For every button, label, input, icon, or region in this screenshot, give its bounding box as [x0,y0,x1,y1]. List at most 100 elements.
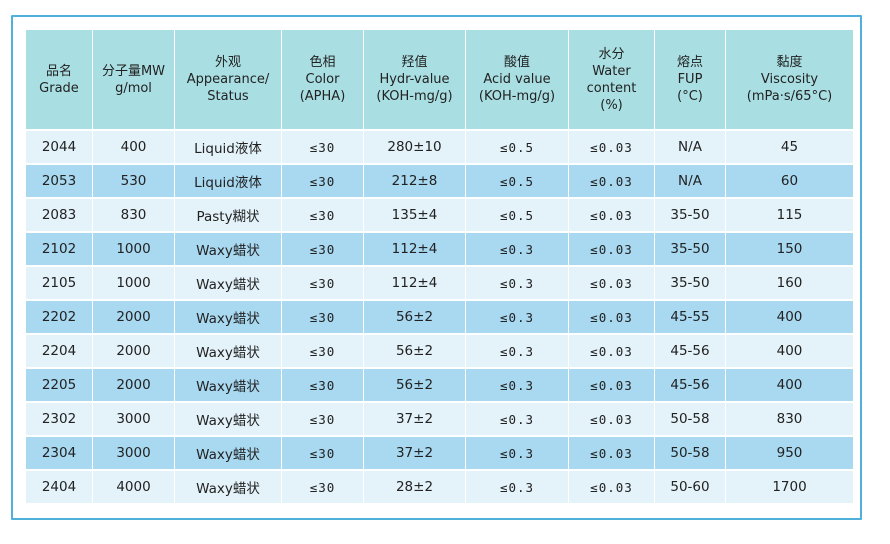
cell-molecular-weight: 2000 [93,301,175,335]
cell-appearance: Liquid液体 [175,165,282,199]
cell-appearance: Pasty糊状 [175,199,282,233]
cell-appearance: Waxy蜡状 [175,403,282,437]
cell-water-content: ≤0.03 [569,199,655,233]
cell-molecular-weight: 400 [93,131,175,165]
cell-grade: 2083 [26,199,93,233]
cell-appearance: Waxy蜡状 [175,301,282,335]
cell-melting-point: 35-50 [655,199,726,233]
cell-water-content: ≤0.03 [569,369,655,403]
cell-water-content: ≤0.03 [569,437,655,471]
cell-grade: 2053 [26,165,93,199]
cell-water-content: ≤0.03 [569,131,655,165]
table-row: 2205 2000 Waxy蜡状 ≤30 56±2 ≤0.3 ≤0.03 45-… [26,369,853,403]
table-row: 2204 2000 Waxy蜡状 ≤30 56±2 ≤0.3 ≤0.03 45-… [26,335,853,369]
column-header-grade: 品名 Grade [26,30,93,131]
cell-hydroxyl-value: 37±2 [364,403,466,437]
cell-color: ≤30 [282,301,364,335]
table-row: 2304 3000 Waxy蜡状 ≤30 37±2 ≤0.3 ≤0.03 50-… [26,437,853,471]
cell-acid-value: ≤0.3 [466,233,569,267]
cell-water-content: ≤0.03 [569,165,655,199]
cell-viscosity: 115 [726,199,853,233]
cell-color: ≤30 [282,267,364,301]
cell-acid-value: ≤0.3 [466,335,569,369]
cell-grade: 2105 [26,267,93,301]
cell-grade: 2302 [26,403,93,437]
table-row: 2083 830 Pasty糊状 ≤30 135±4 ≤0.5 ≤0.03 35… [26,199,853,233]
cell-molecular-weight: 2000 [93,369,175,403]
cell-hydroxyl-value: 212±8 [364,165,466,199]
cell-melting-point: N/A [655,165,726,199]
cell-color: ≤30 [282,165,364,199]
cell-melting-point: 35-50 [655,233,726,267]
cell-appearance: Waxy蜡状 [175,233,282,267]
cell-viscosity: 60 [726,165,853,199]
cell-acid-value: ≤0.5 [466,199,569,233]
cell-viscosity: 400 [726,369,853,403]
cell-color: ≤30 [282,335,364,369]
cell-grade: 2204 [26,335,93,369]
cell-hydroxyl-value: 56±2 [364,369,466,403]
cell-grade: 2304 [26,437,93,471]
cell-water-content: ≤0.03 [569,233,655,267]
cell-viscosity: 1700 [726,471,853,505]
cell-grade: 2102 [26,233,93,267]
cell-molecular-weight: 1000 [93,267,175,301]
cell-melting-point: 50-60 [655,471,726,505]
cell-melting-point: N/A [655,131,726,165]
cell-grade: 2044 [26,131,93,165]
table-row: 2102 1000 Waxy蜡状 ≤30 112±4 ≤0.3 ≤0.03 35… [26,233,853,267]
cell-grade: 2202 [26,301,93,335]
column-header-water-content: 水分 Water content (%) [569,30,655,131]
cell-appearance: Waxy蜡状 [175,471,282,505]
header-row: 品名 Grade 分子量MW g/mol 外观 Appearance/ Stat… [26,30,853,131]
cell-viscosity: 400 [726,301,853,335]
cell-viscosity: 830 [726,403,853,437]
cell-molecular-weight: 3000 [93,437,175,471]
cell-hydroxyl-value: 28±2 [364,471,466,505]
column-header-molecular-weight: 分子量MW g/mol [93,30,175,131]
cell-hydroxyl-value: 112±4 [364,267,466,301]
cell-acid-value: ≤0.3 [466,301,569,335]
column-header-appearance: 外观 Appearance/ Status [175,30,282,131]
table-row: 2404 4000 Waxy蜡状 ≤30 28±2 ≤0.3 ≤0.03 50-… [26,471,853,505]
cell-acid-value: ≤0.3 [466,267,569,301]
cell-hydroxyl-value: 135±4 [364,199,466,233]
cell-water-content: ≤0.03 [569,301,655,335]
cell-color: ≤30 [282,131,364,165]
cell-water-content: ≤0.03 [569,335,655,369]
cell-hydroxyl-value: 37±2 [364,437,466,471]
cell-hydroxyl-value: 112±4 [364,233,466,267]
cell-melting-point: 45-55 [655,301,726,335]
cell-molecular-weight: 3000 [93,403,175,437]
cell-molecular-weight: 530 [93,165,175,199]
cell-water-content: ≤0.03 [569,403,655,437]
cell-molecular-weight: 1000 [93,233,175,267]
cell-viscosity: 45 [726,131,853,165]
cell-viscosity: 160 [726,267,853,301]
cell-melting-point: 35-50 [655,267,726,301]
column-header-color: 色相 Color (APHA) [282,30,364,131]
cell-viscosity: 150 [726,233,853,267]
cell-color: ≤30 [282,199,364,233]
cell-molecular-weight: 4000 [93,471,175,505]
cell-color: ≤30 [282,403,364,437]
table-row: 2053 530 Liquid液体 ≤30 212±8 ≤0.5 ≤0.03 N… [26,165,853,199]
cell-acid-value: ≤0.3 [466,471,569,505]
cell-viscosity: 950 [726,437,853,471]
product-spec-table: 品名 Grade 分子量MW g/mol 外观 Appearance/ Stat… [26,30,853,505]
table-row: 2302 3000 Waxy蜡状 ≤30 37±2 ≤0.3 ≤0.03 50-… [26,403,853,437]
cell-acid-value: ≤0.3 [466,437,569,471]
cell-appearance: Waxy蜡状 [175,267,282,301]
cell-water-content: ≤0.03 [569,267,655,301]
cell-grade: 2404 [26,471,93,505]
cell-viscosity: 400 [726,335,853,369]
cell-hydroxyl-value: 56±2 [364,335,466,369]
cell-appearance: Waxy蜡状 [175,335,282,369]
cell-water-content: ≤0.03 [569,471,655,505]
cell-color: ≤30 [282,233,364,267]
column-header-melting-point: 熔点 FUP (°C) [655,30,726,131]
cell-hydroxyl-value: 56±2 [364,301,466,335]
column-header-acid-value: 酸值 Acid value (KOH-mg/g) [466,30,569,131]
cell-appearance: Liquid液体 [175,131,282,165]
cell-appearance: Waxy蜡状 [175,369,282,403]
